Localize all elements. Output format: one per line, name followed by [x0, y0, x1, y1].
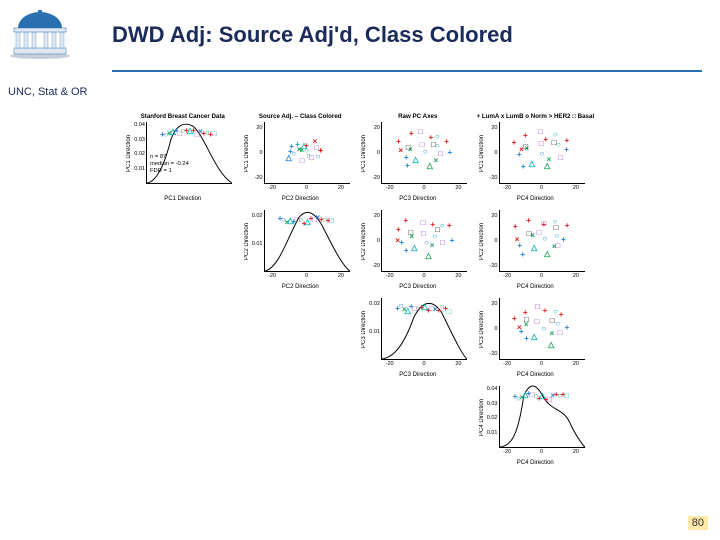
scatter-plot: +++×△□○+×○□++△□○×+□□: [499, 210, 585, 272]
y-ticks: -20020: [485, 122, 498, 184]
x-ticks: -20020: [381, 273, 467, 281]
y-ticks: 0.010.020.030.04: [485, 386, 498, 448]
y-ticks: -20020: [367, 122, 380, 184]
pairs-plot-grid: Stanford Breast Cancer Data PC1 Directio…: [124, 114, 594, 466]
grid-row-3: PC4 Direction 0.010.020.030.04 +○×△+□○+△…: [124, 378, 594, 466]
scatter-plot: +++×△□○+×○□++△□○×+□□: [499, 122, 585, 184]
grid-row-2: PC3 Direction 0.010.02 +○×△+□○+△+□×+○+□ …: [124, 290, 594, 378]
x-ticks: -20020: [499, 185, 585, 193]
y-ticks: -20020: [367, 210, 380, 272]
panel-r1c1: PC2 Direction 0.010.02 +○×△+□○+△+□×+○+□ …: [242, 202, 360, 290]
panel-r0c0: Stanford Breast Cancer Data PC1 Directio…: [124, 114, 242, 202]
department-label: UNC, Stat & OR: [8, 86, 87, 98]
unc-dome-logo: [8, 8, 72, 60]
x-ticks: -20020: [381, 361, 467, 369]
panel-r2c2: PC3 Direction 0.010.02 +○×△+□○+△+□×+○+□ …: [359, 290, 477, 378]
title-rule: [112, 70, 702, 72]
density-plot: +○×△+□○+△+□×+○+□: [499, 386, 585, 448]
scatter-plot: +++×△□○+×○□++△□○×+□□: [381, 122, 467, 184]
x-ticks: -20020: [264, 185, 350, 193]
y-ticks: 0.010.020.030.04: [132, 122, 145, 184]
panel-r1c3: PC2 Direction -20020 +++×△□○+×○□++△□○×+□…: [477, 202, 595, 290]
x-axis-label: PC4 Direction: [477, 460, 595, 466]
panel-title: Raw PC Axes: [359, 113, 477, 120]
y-ticks: -20020: [485, 210, 498, 272]
y-ticks: 0.010.02: [250, 210, 263, 272]
x-ticks: -20020: [264, 273, 350, 281]
panel-title: Source Adj. – Class Colored: [242, 113, 360, 120]
slide-title: DWD Adj: Source Adj'd, Class Colored: [112, 22, 513, 48]
density-plot: +○×△+□○+△+□×+○+□: [264, 210, 350, 272]
x-ticks: -20020: [381, 185, 467, 193]
x-ticks: -20020: [499, 449, 585, 457]
x-ticks: -20020: [499, 273, 585, 281]
panel-r0c1: Source Adj. – Class Colored PC1 Directio…: [242, 114, 360, 202]
grid-row-0: Stanford Breast Cancer Data PC1 Directio…: [124, 114, 594, 202]
panel-r0c2: Raw PC Axes PC1 Direction -20020 +++×△□○…: [359, 114, 477, 202]
scatter-plot: +++×△□○+×○□++△□○×+□□: [499, 298, 585, 360]
scatter-plot: ++○××△○□□++△○×□+○+: [264, 122, 350, 184]
panel-r1c2: PC2 Direction -20020 +++×△□○+×○□++△□○×+□…: [359, 202, 477, 290]
panel-r0c3: + LumA x LumB o Norm > HER2 □ Basal PC1 …: [477, 114, 595, 202]
panel-r2c3: PC3 Direction -20020 +++×△□○+×○□++△□○×+□…: [477, 290, 595, 378]
y-ticks: 0.010.02: [367, 298, 380, 360]
y-ticks: -20020: [485, 298, 498, 360]
scatter-plot: +++×△□○+×○□++△□○×+□□: [381, 210, 467, 272]
density-plot: +○×△+□○+△+□×+○+□: [381, 298, 467, 360]
panel-r3c3: PC4 Direction 0.010.020.030.04 +○×△+□○+△…: [477, 378, 595, 466]
x-ticks: -20020: [499, 361, 585, 369]
page-number: 80: [688, 516, 708, 530]
panel-title: + LumA x LumB o Norm > HER2 □ Basal: [477, 113, 595, 120]
panel-title: Stanford Breast Cancer Data: [124, 113, 242, 120]
grid-row-1: PC2 Direction 0.010.02 +○×△+□○+△+□×+○+□ …: [124, 202, 594, 290]
y-ticks: -20020: [250, 122, 263, 184]
